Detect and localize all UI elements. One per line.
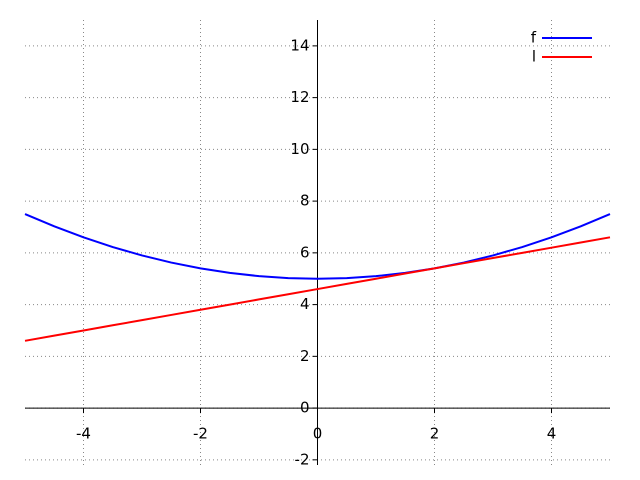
x-tick-label: -2 [193, 425, 208, 443]
y-tick-label: 6 [300, 243, 310, 261]
y-tick-label: 10 [290, 140, 309, 158]
x-tick-label: -4 [76, 425, 91, 443]
y-tick-label: 2 [300, 347, 310, 365]
y-tick-label: 14 [290, 36, 309, 54]
series-line [24, 236, 611, 342]
x-tick-label: 4 [547, 425, 557, 443]
y-tick-label: -2 [295, 450, 310, 468]
x-tick-label: 2 [430, 425, 440, 443]
series-line [24, 213, 611, 280]
y-tick-label: 12 [290, 88, 309, 106]
legend-label: f [531, 29, 537, 47]
y-tick-label: 8 [300, 192, 310, 210]
legend-label: l [532, 48, 536, 66]
y-tick-label: 4 [300, 295, 310, 313]
